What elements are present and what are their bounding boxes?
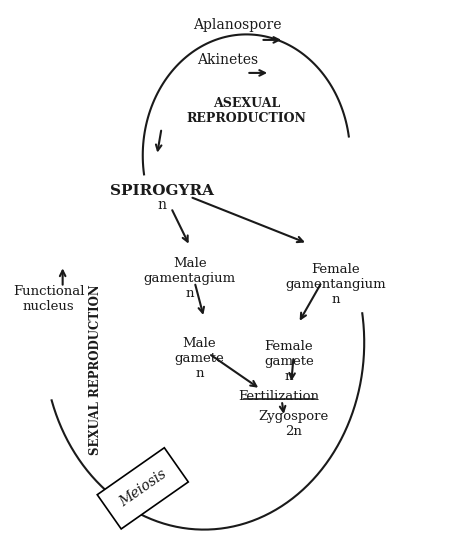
Text: ASEXUAL
REPRODUCTION: ASEXUAL REPRODUCTION [186,97,306,126]
Text: Aplanospore: Aplanospore [193,18,281,32]
Text: SEXUAL REPRODUCTION: SEXUAL REPRODUCTION [89,285,102,455]
Text: Female
gamete
n: Female gamete n [264,340,314,383]
Text: Zygospore
2n: Zygospore 2n [258,410,328,437]
Text: n: n [157,198,166,212]
Text: Akinetes: Akinetes [197,54,258,67]
Text: SPIROGYRA: SPIROGYRA [109,184,214,198]
Text: Meiosis: Meiosis [117,467,169,510]
Text: Male
gamentagium
n: Male gamentagium n [144,257,236,300]
Text: Female
gamentangium
n: Female gamentangium n [286,263,386,306]
Text: Male
gamete
n: Male gamete n [174,337,224,380]
Text: Functional
nucleus: Functional nucleus [13,285,84,313]
Text: Fertilization: Fertilization [238,390,319,403]
